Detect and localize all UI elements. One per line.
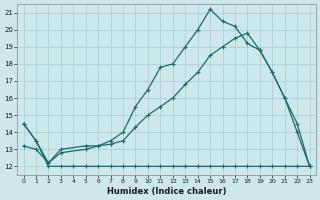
- X-axis label: Humidex (Indice chaleur): Humidex (Indice chaleur): [107, 187, 226, 196]
